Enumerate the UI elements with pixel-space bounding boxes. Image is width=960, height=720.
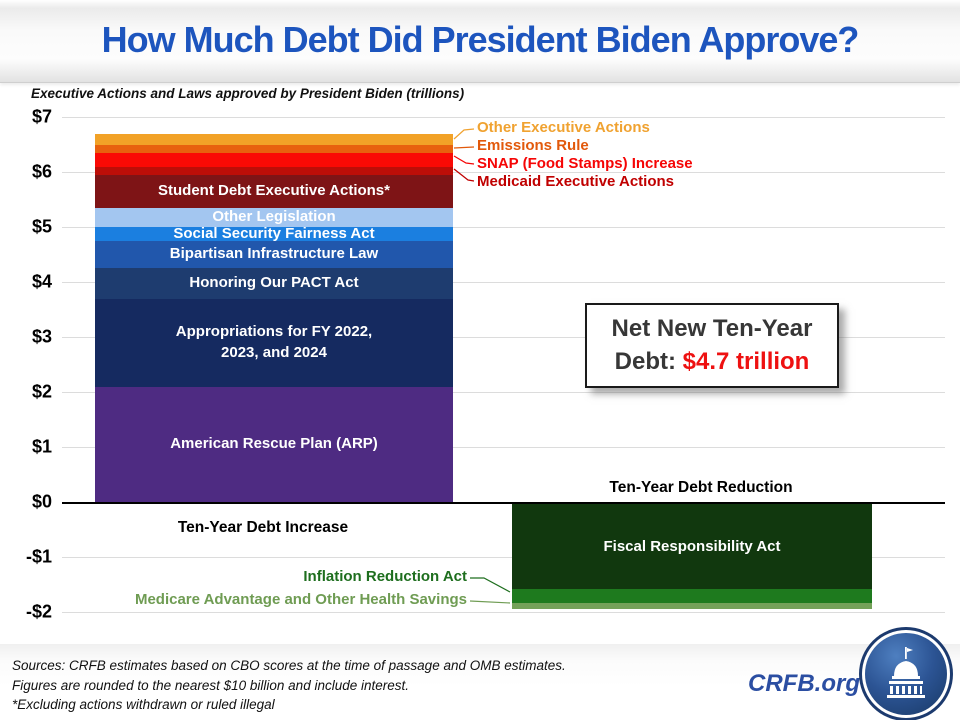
bar-segment-label: Other Legislation [212,208,336,226]
page-title: How Much Debt Did President Biden Approv… [101,19,860,60]
footer-band [0,644,960,720]
y-axis-tick: -$1 [25,546,52,567]
callout-label: Other Executive Actions [477,119,650,136]
zone-label-debt-increase: Ten-Year Debt Increase [177,519,349,536]
bar-segment [512,589,872,603]
callout-label: Medicaid Executive Actions [477,173,675,190]
crfb-logo [859,627,953,720]
crfb-org-text: CRFB.org [748,670,860,697]
bar-segment [95,144,453,153]
y-axis-tick: $7 [31,106,52,127]
gridline [62,172,945,173]
gridline [62,392,945,393]
bar-segment: Student Debt Executive Actions* [95,174,453,208]
bar-segment: Appropriations for FY 2022, 2023, and 20… [95,298,453,387]
bar-segment-label: Social Security Fairness Act [173,224,375,242]
bar-segment-label: Honoring Our PACT Act [189,274,359,292]
net-debt-line2: Debt: $4.7 trillion [615,346,810,378]
sources-line-2: Figures are rounded to the nearest $10 b… [12,677,410,693]
bar-segment-label: Appropriations for FY 2022, 2023, and 20… [175,323,373,361]
y-axis-tick: $3 [31,326,52,347]
bar-segment [95,133,453,145]
debt-reduction-bar: Fiscal Responsibility Act [512,504,872,609]
sources-line-1: Sources: CRFB estimates based on CBO sco… [12,658,566,673]
net-debt-line1: Net New Ten-Year [611,315,813,343]
capitol-dome-icon [865,633,947,715]
bar-segment [95,166,453,175]
gridline [62,117,945,118]
gridline [62,612,945,613]
bar-segment-label: American Rescue Plan (ARP) [170,435,378,453]
y-axis-tick: $4 [31,271,52,292]
bar-segment-label: Bipartisan Infrastructure Law [169,245,379,263]
net-debt-value: $4.7 trillion [682,347,810,375]
gridline [62,557,945,558]
bar-segment-label: Fiscal Responsibility Act [603,537,781,555]
zero-axis-line [62,502,945,504]
bar-segment: American Rescue Plan (ARP) [95,386,453,502]
gridline [62,227,945,228]
zone-label-debt-reduction: Ten-Year Debt Reduction [609,479,793,496]
bar-segment: Fiscal Responsibility Act [512,504,872,590]
bar-segment [95,152,453,167]
bar-segment: Honoring Our PACT Act [95,268,453,299]
bar-segment [512,603,872,609]
sources-note: Sources: CRFB estimates based on CBO sco… [12,656,566,715]
header-band: How Much Debt Did President Biden Approv… [0,0,960,83]
callout-label: SNAP (Food Stamps) Increase [477,155,693,172]
y-axis-tick: $0 [31,491,52,512]
y-axis-tick: -$2 [25,601,52,622]
callout-label: Medicare Advantage and Other Health Savi… [134,591,467,608]
y-axis-tick: $6 [31,161,52,182]
bar-segment: Social Security Fairness Act [95,224,453,242]
chart-subtitle: Executive Actions and Laws approved by P… [31,86,465,101]
gridline [62,282,945,283]
debt-increase-bar: Student Debt Executive Actions* Other Leg… [95,133,453,502]
bar-segment: Bipartisan Infrastructure Law [95,240,453,269]
bar-segment-label: Student Debt Executive Actions* [158,182,390,200]
callout-label: Emissions Rule [477,137,589,154]
bar-segment: Other Legislation [95,207,453,227]
callout-label: Inflation Reduction Act [303,568,467,585]
y-axis-tick: $1 [31,436,52,457]
gridline [62,337,945,338]
net-debt-annotation-box: Net New Ten-Year Debt: $4.7 trillion [585,303,839,388]
gridline [62,447,945,448]
sources-line-3: *Excluding actions withdrawn or ruled il… [12,697,275,712]
net-debt-label: Debt: [614,347,683,375]
y-axis-tick: $2 [31,381,52,402]
y-axis-tick: $5 [31,216,52,237]
